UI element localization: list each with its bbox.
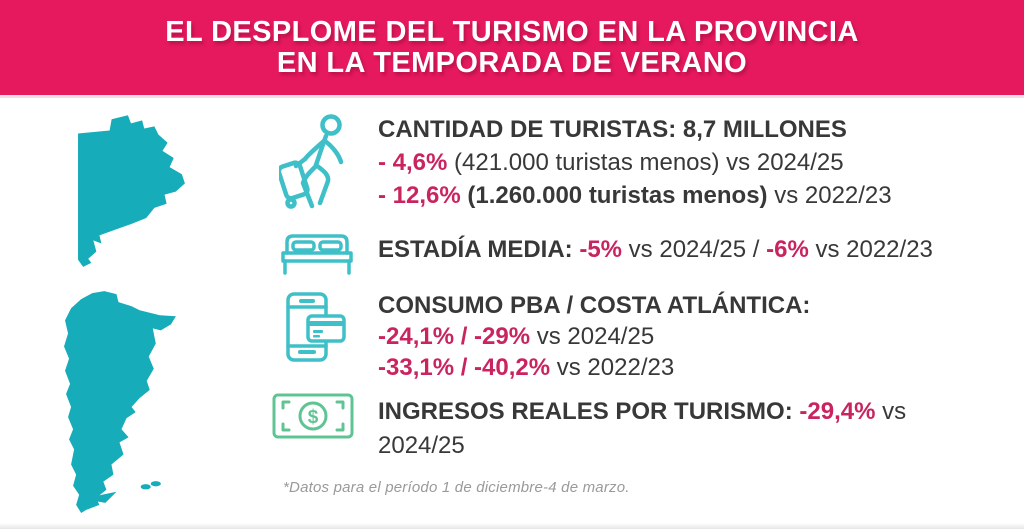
stat-text-segment: 2024/25: [378, 432, 465, 459]
province-silhouette-icon: [78, 115, 185, 267]
buenos-aires-province-map: [76, 109, 190, 267]
stat-line: ESTADÍA MEDIA: -5% vs 2024/25 / -6% vs 2…: [378, 235, 998, 265]
stat-text-segment: vs 2022/23: [808, 236, 933, 263]
stat-text-segment: -29,4%: [799, 398, 876, 425]
stat-text-segment: vs 2024/25: [530, 323, 655, 350]
stat-text-segment: vs: [875, 398, 907, 425]
stat-real-income: INGRESOS REALES POR TURISMO: -29,4% vs 20…: [378, 395, 998, 463]
stat-tourists: CANTIDAD DE TURISTAS: 8,7 MILLONES - 4,6%…: [378, 113, 998, 212]
stat-line: 2024/25: [378, 429, 998, 463]
footnote: *Datos para el período 1 de diciembre-4 …: [283, 479, 630, 496]
stat-text-segment: ESTADÍA MEDIA:: [378, 236, 580, 263]
traveler-luggage-icon: [276, 113, 356, 220]
stat-line: CANTIDAD DE TURISTAS: 8,7 MILLONES: [378, 113, 998, 146]
stat-text-segment: - 4,6%: [378, 149, 448, 176]
stat-line: CONSUMO PBA / COSTA ATLÁNTICA:: [378, 290, 998, 321]
stat-text-segment: INGRESOS REALES POR TURISMO:: [378, 398, 800, 425]
stat-average-stay: ESTADÍA MEDIA: -5% vs 2024/25 / -6% vs 2…: [378, 235, 998, 265]
stat-text-segment: CONSUMO PBA / COSTA ATLÁNTICA:: [378, 292, 811, 319]
stat-line: -33,1% / -40,2% vs 2022/23: [378, 352, 998, 383]
stat-line: - 12,6% (1.260.000 turistas menos) vs 20…: [378, 179, 998, 212]
stat-text-segment: (1.260.000 turistas menos): [460, 182, 768, 209]
bottom-edge-shadow: [0, 523, 1024, 529]
page-title-line-1: EL DESPLOME DEL TURISMO EN LA PROVINCIA: [165, 15, 859, 48]
svg-text:$: $: [308, 407, 319, 428]
stat-text-segment: CANTIDAD DE TURISTAS: 8,7 MILLONES: [378, 116, 847, 143]
argentina-map: [62, 289, 180, 513]
stat-text-segment: vs 2022/23: [550, 354, 675, 381]
argentina-silhouette-icon: [64, 291, 176, 513]
stat-text-segment: -24,1% / -29%: [378, 323, 531, 350]
header-banner: EL DESPLOME DEL TURISMO EN LA PROVINCIA …: [0, 0, 1024, 95]
money-icon: $: [272, 392, 354, 445]
mobile-payment-icon: [286, 292, 346, 371]
stat-text-segment: vs 2024/25 /: [622, 236, 767, 263]
stat-text-segment: - 12,6%: [378, 182, 461, 209]
stat-line: - 4,6% (421.000 turistas menos) vs 2024/…: [378, 146, 998, 179]
stat-text-segment: -6%: [766, 236, 809, 263]
page-title-line-2: EN LA TEMPORADA DE VERANO: [276, 46, 748, 79]
stat-text-segment: -33,1% / -40,2%: [378, 354, 551, 381]
bed-icon: [281, 233, 353, 280]
stat-line: -24,1% / -29% vs 2024/25: [378, 321, 998, 352]
stat-text-segment: vs 2022/23: [767, 182, 892, 209]
stat-line: INGRESOS REALES POR TURISMO: -29,4% vs: [378, 395, 998, 429]
stat-consumption: CONSUMO PBA / COSTA ATLÁNTICA: -24,1% / -…: [378, 290, 998, 383]
stat-text-segment: -5%: [579, 236, 623, 263]
stat-text-segment: (421.000 turistas menos) vs 2024/25: [447, 149, 844, 176]
